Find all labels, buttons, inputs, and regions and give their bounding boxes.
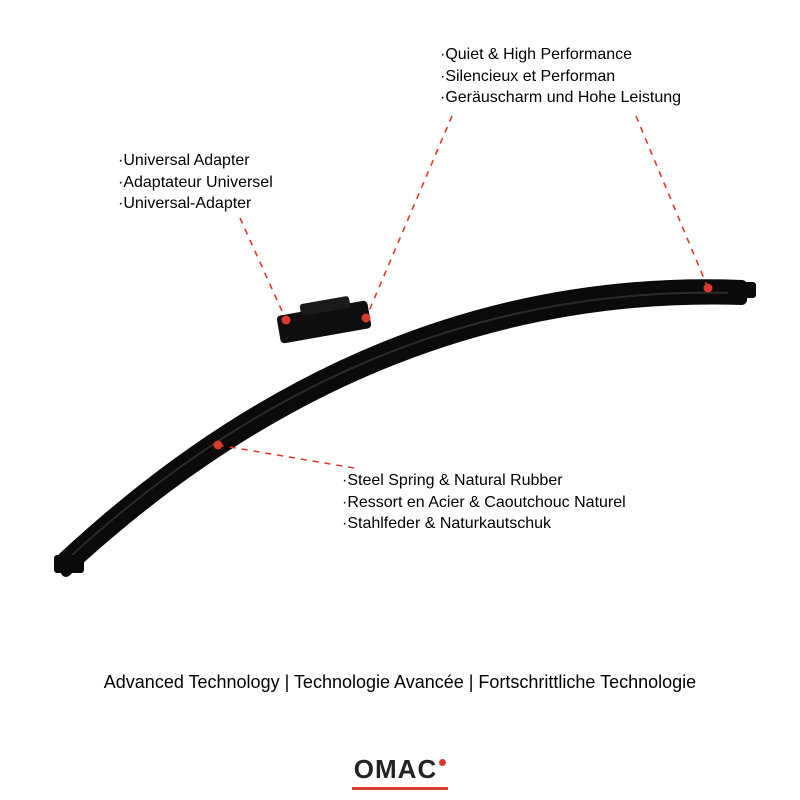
callout-performance: ·Quiet & High Performance ·Silencieux et… bbox=[440, 44, 681, 109]
callout-material: ·Steel Spring & Natural Rubber ·Ressort … bbox=[342, 470, 626, 535]
callout-performance-line2: ·Silencieux et Performan bbox=[440, 66, 681, 88]
brand-logo: OMAC bbox=[352, 754, 448, 790]
callout-adapter-line2: ·Adaptateur Universel bbox=[118, 172, 273, 194]
callout-adapter-line1: ·Universal Adapter bbox=[118, 150, 273, 172]
logo-underline bbox=[352, 787, 448, 790]
callout-adapter: ·Universal Adapter ·Adaptateur Universel… bbox=[118, 150, 273, 215]
footer-tagline: Advanced Technology | Technologie Avancé… bbox=[0, 672, 800, 693]
callout-material-line1: ·Steel Spring & Natural Rubber bbox=[342, 470, 626, 492]
logo-dot-icon bbox=[439, 759, 446, 766]
callout-adapter-line3: ·Universal-Adapter bbox=[118, 193, 273, 215]
callout-performance-line3: ·Geräuscharm und Hohe Leistung bbox=[440, 87, 681, 109]
callout-material-line2: ·Ressort en Acier & Caoutchouc Naturel bbox=[342, 492, 626, 514]
callout-performance-line1: ·Quiet & High Performance bbox=[440, 44, 681, 66]
logo-text: OMAC bbox=[354, 754, 437, 784]
diagram-canvas: ·Universal Adapter ·Adaptateur Universel… bbox=[0, 0, 800, 800]
callout-material-line3: ·Stahlfeder & Naturkautschuk bbox=[342, 513, 626, 535]
footer-text: Advanced Technology | Technologie Avancé… bbox=[104, 672, 696, 692]
